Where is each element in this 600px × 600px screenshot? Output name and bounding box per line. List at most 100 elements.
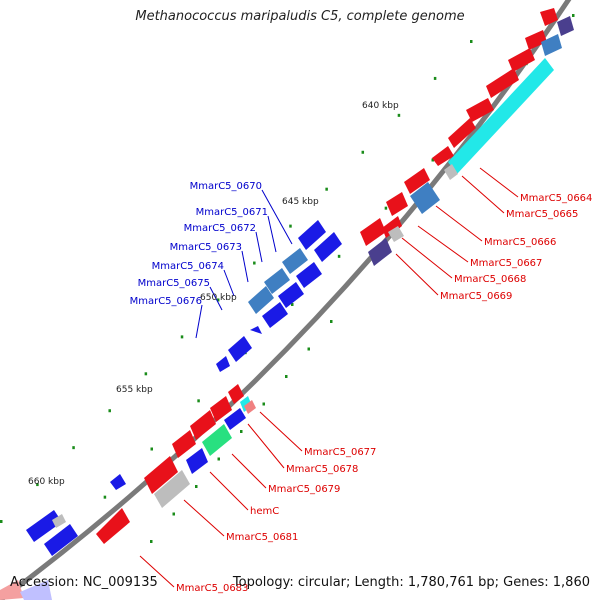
cds-feature[interactable] bbox=[382, 216, 402, 238]
gene-label[interactable]: MmarC5_0667 bbox=[470, 258, 542, 269]
gene-label[interactable]: MmarC5_0671 bbox=[196, 207, 268, 218]
ring-dot bbox=[195, 485, 198, 488]
cds-feature[interactable] bbox=[210, 396, 232, 422]
ring-dot bbox=[289, 224, 292, 228]
cds-feature[interactable] bbox=[540, 8, 558, 26]
cds-feature[interactable] bbox=[224, 408, 246, 430]
ring-dot bbox=[217, 457, 220, 461]
trna-feature[interactable] bbox=[448, 58, 554, 174]
leader-line bbox=[395, 253, 439, 296]
cds-feature[interactable] bbox=[278, 282, 304, 308]
cds-feature[interactable] bbox=[525, 30, 547, 50]
gene-label[interactable]: MmarC5_0681 bbox=[226, 532, 298, 543]
cds-feature[interactable] bbox=[228, 384, 244, 404]
cds-feature[interactable] bbox=[314, 232, 342, 262]
label-leader-lines bbox=[139, 167, 519, 588]
leader-line bbox=[255, 231, 263, 263]
cds-feature[interactable] bbox=[172, 430, 196, 458]
rrna-feature[interactable] bbox=[282, 248, 308, 274]
rrna-feature[interactable] bbox=[410, 182, 440, 214]
cds-feature[interactable] bbox=[368, 238, 392, 266]
gene-label[interactable]: MmarC5_0665 bbox=[506, 209, 578, 220]
ring-dot bbox=[144, 372, 148, 376]
cds-feature[interactable] bbox=[432, 146, 454, 166]
gene-label[interactable]: MmarC5_0679 bbox=[268, 484, 340, 495]
ring-dot bbox=[330, 320, 333, 323]
gene-label[interactable]: MmarC5_0677 bbox=[304, 447, 376, 458]
grey-feature[interactable] bbox=[52, 514, 66, 528]
ring-dot bbox=[397, 113, 401, 117]
cds-feature[interactable] bbox=[466, 98, 494, 122]
cds-feature[interactable] bbox=[386, 192, 408, 216]
ring-dot bbox=[572, 14, 575, 17]
grey-feature[interactable] bbox=[154, 470, 190, 508]
cds-feature[interactable] bbox=[20, 580, 52, 600]
cds-feature[interactable] bbox=[250, 326, 262, 334]
gene-label[interactable]: MmarC5_0683 bbox=[176, 583, 248, 594]
gene-label[interactable]: MmarC5_0669 bbox=[440, 291, 512, 302]
gene-label[interactable]: MmarC5_0664 bbox=[520, 193, 592, 204]
cds-feature[interactable] bbox=[144, 456, 178, 494]
cds-feature[interactable] bbox=[298, 220, 326, 250]
leader-line bbox=[259, 411, 303, 452]
cds-feature[interactable] bbox=[26, 510, 62, 542]
cds-feature[interactable] bbox=[448, 118, 476, 148]
inner-lanes-upper bbox=[368, 16, 574, 266]
ring-dot bbox=[307, 347, 310, 351]
scale-label: 660 kbp bbox=[28, 477, 65, 487]
ring-dot bbox=[197, 399, 200, 403]
cds-feature[interactable] bbox=[0, 580, 24, 600]
cds-feature[interactable] bbox=[296, 262, 322, 288]
gene-label[interactable]: MmarC5_0670 bbox=[190, 181, 262, 192]
scale-label: 655 kbp bbox=[116, 385, 153, 395]
cds-feature[interactable] bbox=[216, 356, 230, 372]
ring-dot bbox=[0, 520, 3, 523]
rrna-feature[interactable] bbox=[541, 34, 562, 56]
cds-feature[interactable] bbox=[186, 448, 208, 474]
gene-label[interactable]: hemC bbox=[250, 506, 279, 517]
gene-label[interactable]: MmarC5_0672 bbox=[184, 223, 256, 234]
ring-dot bbox=[240, 430, 243, 433]
green-feature[interactable] bbox=[202, 424, 232, 456]
cds-feature[interactable] bbox=[262, 302, 288, 328]
cds-feature[interactable] bbox=[190, 410, 216, 440]
leader-line bbox=[209, 286, 223, 311]
cds-feature[interactable] bbox=[508, 48, 535, 72]
ring-dot bbox=[384, 206, 388, 210]
grey-feature[interactable] bbox=[388, 226, 404, 242]
grey-feature[interactable] bbox=[444, 164, 458, 180]
leader-line bbox=[195, 304, 203, 339]
cds-feature[interactable] bbox=[486, 68, 519, 98]
inner-lanes-lower bbox=[26, 396, 256, 556]
leader-line bbox=[241, 250, 249, 283]
scale-label: 645 kbp bbox=[282, 197, 319, 207]
cds-feature[interactable] bbox=[360, 218, 386, 246]
ring-dot bbox=[150, 447, 153, 451]
ring-dot bbox=[431, 158, 434, 162]
gene-label[interactable]: MmarC5_0676 bbox=[130, 296, 202, 307]
gene-label[interactable]: MmarC5_0675 bbox=[138, 278, 210, 289]
rrna-feature[interactable] bbox=[248, 286, 274, 314]
ring-dot bbox=[36, 483, 39, 487]
gene-label[interactable]: MmarC5_0673 bbox=[170, 242, 242, 253]
gene-labels: MmarC5_0664 MmarC5_0665 MmarC5_0666 MmarC5_… bbox=[130, 181, 593, 594]
gene-label[interactable]: MmarC5_0674 bbox=[152, 261, 224, 272]
rrna-feature[interactable] bbox=[264, 268, 290, 294]
ring-dot bbox=[172, 512, 175, 516]
cds-feature[interactable] bbox=[228, 336, 252, 362]
ring-dot bbox=[470, 40, 473, 43]
cds-feature[interactable] bbox=[96, 508, 130, 544]
gene-label[interactable]: MmarC5_0666 bbox=[484, 237, 556, 248]
ring-dot bbox=[253, 261, 256, 265]
ring-dot bbox=[150, 540, 153, 543]
gene-label[interactable]: MmarC5_0668 bbox=[454, 274, 526, 285]
gene-label[interactable]: MmarC5_0678 bbox=[286, 464, 358, 475]
cds-feature[interactable] bbox=[404, 168, 430, 194]
cds-feature[interactable] bbox=[557, 16, 574, 36]
cds-feature[interactable] bbox=[44, 524, 78, 556]
leader-line bbox=[209, 471, 249, 511]
ring-dot bbox=[361, 150, 365, 154]
cds-feature[interactable] bbox=[110, 474, 126, 490]
cds-feature[interactable] bbox=[244, 400, 256, 414]
